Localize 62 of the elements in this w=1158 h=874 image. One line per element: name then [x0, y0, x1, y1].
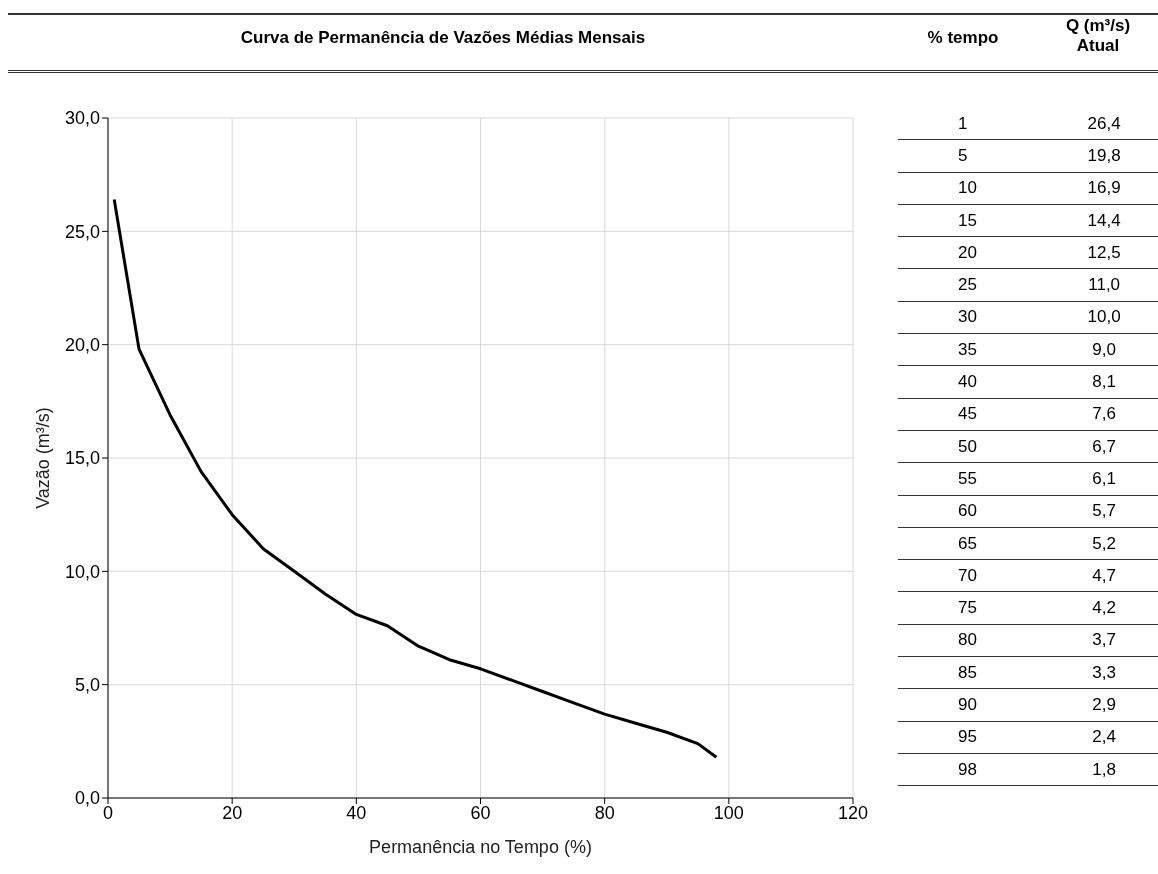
y-tick-label: 0,0 [74, 788, 100, 809]
y-tick-label: 20,0 [64, 335, 100, 356]
category-label: 90 [957, 694, 978, 715]
category-label: 25 [957, 275, 978, 296]
text: 6,1 [1092, 468, 1116, 488]
y-tick-label: 5,0 [74, 675, 100, 696]
text: 1,8 [1092, 759, 1116, 779]
x-tick-label: 80 [594, 802, 615, 823]
text: 10,0 [1087, 307, 1121, 327]
text: 2,9 [1092, 694, 1116, 714]
category-label: 1 [957, 113, 969, 134]
text: 2,4 [1092, 727, 1116, 747]
text: 26,4 [1087, 113, 1121, 133]
text: 11,0 [1088, 275, 1121, 295]
text: 8,1 [1092, 372, 1116, 392]
category-label: 80 [957, 630, 978, 651]
category-label: 65 [957, 533, 978, 554]
text: 3,3 [1092, 662, 1116, 682]
text: 7,6 [1092, 404, 1116, 424]
category-label: 15 [957, 210, 978, 231]
text: 5,7 [1092, 501, 1116, 521]
x-tick-label: 60 [470, 802, 491, 823]
text: 6,7 [1092, 436, 1116, 456]
text: 3,7 [1092, 630, 1116, 650]
text: 4,7 [1092, 565, 1116, 585]
category-label: 95 [957, 727, 978, 748]
text: 4,2 [1092, 598, 1116, 618]
text: 5,2 [1092, 533, 1116, 553]
text: 16,9 [1087, 178, 1121, 198]
x-tick-label: 100 [713, 802, 744, 823]
category-label: 35 [957, 339, 978, 360]
category-label: 60 [957, 501, 978, 522]
text: 14,4 [1087, 210, 1121, 230]
y-tick-label: 30,0 [64, 108, 100, 129]
x-axis-title: Permanência no Tempo (%) [369, 837, 592, 857]
y-tick-label: 10,0 [64, 561, 100, 582]
x-tick-label: 120 [837, 802, 869, 823]
category-label: 10 [957, 178, 978, 199]
category-label: 5 [957, 145, 969, 166]
text: 19,8 [1087, 145, 1121, 165]
category-label: 40 [957, 372, 978, 393]
category-label: 45 [957, 404, 978, 425]
y-tick-label: 15,0 [64, 448, 100, 469]
category-label: 50 [957, 436, 978, 457]
y-axis-title: Vazão (m³/s) [33, 407, 54, 509]
text: Q (m³/s) Atual [1064, 16, 1132, 56]
text: 12,5 [1087, 242, 1121, 262]
line-series [112, 198, 718, 759]
category-label: 70 [957, 565, 978, 586]
text: % tempo [926, 28, 1000, 48]
x-tick-label: 20 [222, 802, 243, 823]
category-label: 98 [957, 759, 978, 780]
x-tick-label: 0 [102, 802, 114, 823]
x-tick-label: 40 [346, 802, 367, 823]
chart-title: Curva de Permanência de Vazões Médias Mensais [239, 28, 647, 48]
category-label: 30 [957, 307, 978, 328]
category-label: 20 [957, 242, 978, 263]
category-label: 85 [957, 662, 978, 683]
y-tick-label: 25,0 [64, 221, 100, 242]
text: 9,0 [1092, 339, 1116, 359]
category-label: 55 [957, 468, 978, 489]
category-label: 75 [957, 598, 978, 619]
